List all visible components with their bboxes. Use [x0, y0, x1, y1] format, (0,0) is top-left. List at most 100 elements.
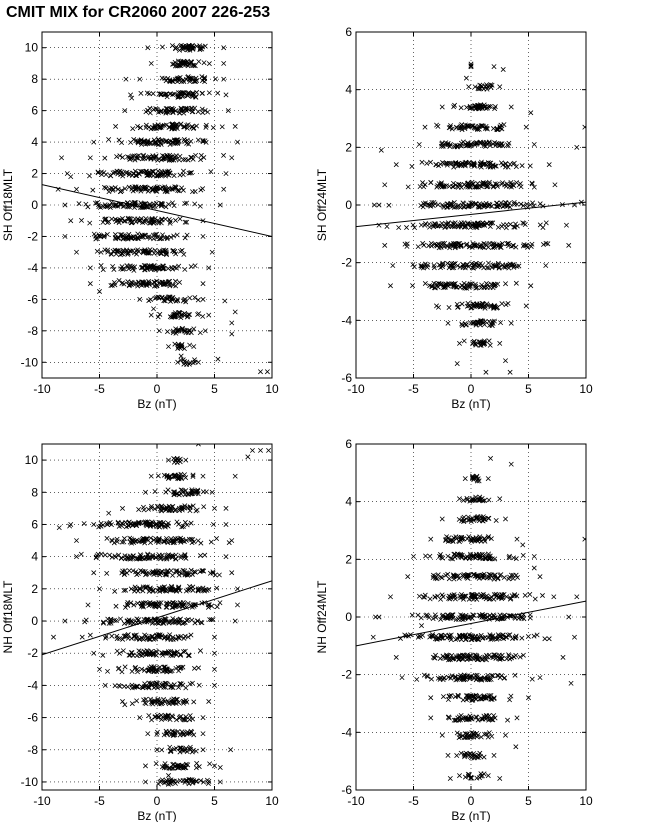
data-point [151, 685, 157, 691]
fit-line [356, 600, 586, 647]
data-point [180, 523, 186, 529]
x-tick-label: -10 [347, 794, 365, 808]
data-point [192, 263, 198, 269]
data-point [170, 714, 176, 720]
data-point [514, 263, 520, 269]
y-tick-label: -10 [21, 355, 39, 369]
data-point [444, 162, 450, 168]
y-tick-label: -6 [27, 292, 38, 306]
data-point [435, 593, 441, 599]
data-point [484, 593, 490, 599]
x-tick-label: 0 [154, 382, 161, 396]
data-point [452, 281, 458, 286]
data-point [495, 243, 501, 249]
data-point [466, 84, 472, 90]
data-point [130, 126, 136, 132]
data-point [188, 632, 194, 638]
data-point [158, 507, 164, 513]
data-point [97, 586, 102, 592]
data-point [477, 105, 483, 111]
data-point [459, 221, 465, 227]
data-point [178, 357, 184, 363]
data-point [121, 683, 127, 689]
data-point [164, 234, 170, 240]
data-point [478, 555, 484, 561]
data-point [67, 523, 73, 529]
data-point [473, 692, 479, 698]
data-point [115, 520, 121, 526]
data-point [489, 696, 495, 702]
data-point [487, 342, 493, 348]
data-point [488, 536, 494, 542]
data-point [173, 568, 179, 574]
data-point [458, 537, 464, 543]
data-point [464, 104, 470, 110]
data-point [222, 298, 228, 304]
data-point [491, 592, 497, 598]
data-point [178, 91, 184, 97]
data-point [59, 155, 65, 161]
data-point [472, 125, 478, 131]
data-point [163, 522, 169, 528]
data-point [472, 497, 478, 503]
data-point [160, 232, 166, 238]
data-point [192, 189, 198, 195]
data-point [95, 170, 101, 176]
data-point [170, 110, 176, 116]
y-tick-label: -2 [341, 256, 352, 270]
data-point [149, 634, 155, 640]
data-point [168, 648, 174, 654]
data-point [160, 281, 166, 287]
data-point [176, 75, 182, 81]
data-point [181, 346, 187, 352]
data-point [74, 186, 79, 192]
x-tick-label: 10 [579, 794, 593, 808]
x-tick-label: 0 [468, 382, 475, 396]
data-point [228, 747, 234, 753]
data-point [495, 673, 501, 679]
data-point [440, 635, 446, 641]
data-point [164, 778, 169, 783]
data-point [462, 616, 468, 622]
data-point [446, 715, 452, 721]
data-point [463, 75, 469, 81]
data-point [150, 569, 156, 575]
data-point [508, 320, 514, 326]
data-point [466, 655, 472, 661]
data-point [457, 264, 463, 270]
data-point [192, 78, 198, 84]
data-point [459, 301, 465, 307]
data-point [500, 162, 506, 168]
data-point [505, 202, 511, 208]
data-point [173, 330, 179, 336]
data-point [123, 587, 129, 593]
data-point [466, 696, 471, 702]
data-point [479, 84, 485, 90]
data-point [520, 552, 526, 558]
data-point [170, 572, 176, 578]
data-point [113, 203, 119, 209]
data-point [105, 249, 111, 255]
data-point [178, 681, 184, 687]
data-point [519, 163, 525, 169]
data-point [157, 556, 163, 562]
data-point [483, 143, 489, 149]
data-point [447, 263, 453, 268]
data-point [62, 618, 68, 624]
data-point [146, 684, 152, 690]
data-point [508, 572, 514, 578]
data-point [511, 593, 517, 599]
data-point [458, 125, 463, 131]
data-point [484, 652, 489, 658]
data-point [173, 44, 179, 50]
data-point [106, 510, 112, 516]
data-point [171, 778, 177, 784]
data-point [170, 616, 176, 622]
data-point [442, 224, 448, 230]
data-point [129, 701, 135, 707]
data-point [157, 125, 163, 131]
data-point [172, 278, 178, 284]
data-point [98, 520, 104, 526]
data-point [90, 187, 96, 193]
data-point [159, 682, 165, 688]
